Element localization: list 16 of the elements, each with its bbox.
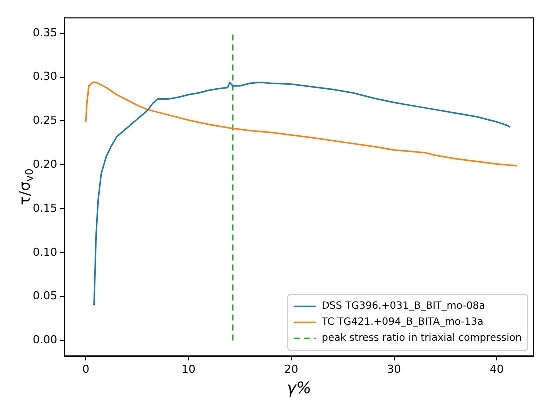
x-tick-label: 10 bbox=[182, 363, 196, 376]
y-tick-label: 0.25 bbox=[32, 114, 58, 128]
x-tick-label: 30 bbox=[387, 363, 402, 376]
y-tick-label: 0.10 bbox=[32, 246, 58, 259]
y-tick-label: 0.00 bbox=[32, 334, 58, 347]
y-tick-label: 0.05 bbox=[32, 290, 58, 303]
legend-label: peak stress ratio in triaxial compression bbox=[322, 333, 522, 344]
y-tick-label: 0.30 bbox=[32, 70, 58, 84]
x-tick-label: 0 bbox=[82, 363, 90, 376]
y-tick-label: 0.20 bbox=[32, 158, 58, 172]
legend-label: TC TG421.+094_B_BITA_mo-13a bbox=[320, 317, 484, 328]
x-tick-label: 20 bbox=[284, 363, 299, 376]
legend-label: DSS TG396.+031_B_BIT_mo-08a bbox=[322, 301, 486, 312]
x-axis-title: γ% bbox=[286, 378, 312, 398]
x-tick-label: 40 bbox=[490, 363, 504, 376]
y-tick-label: 0.35 bbox=[32, 26, 58, 40]
